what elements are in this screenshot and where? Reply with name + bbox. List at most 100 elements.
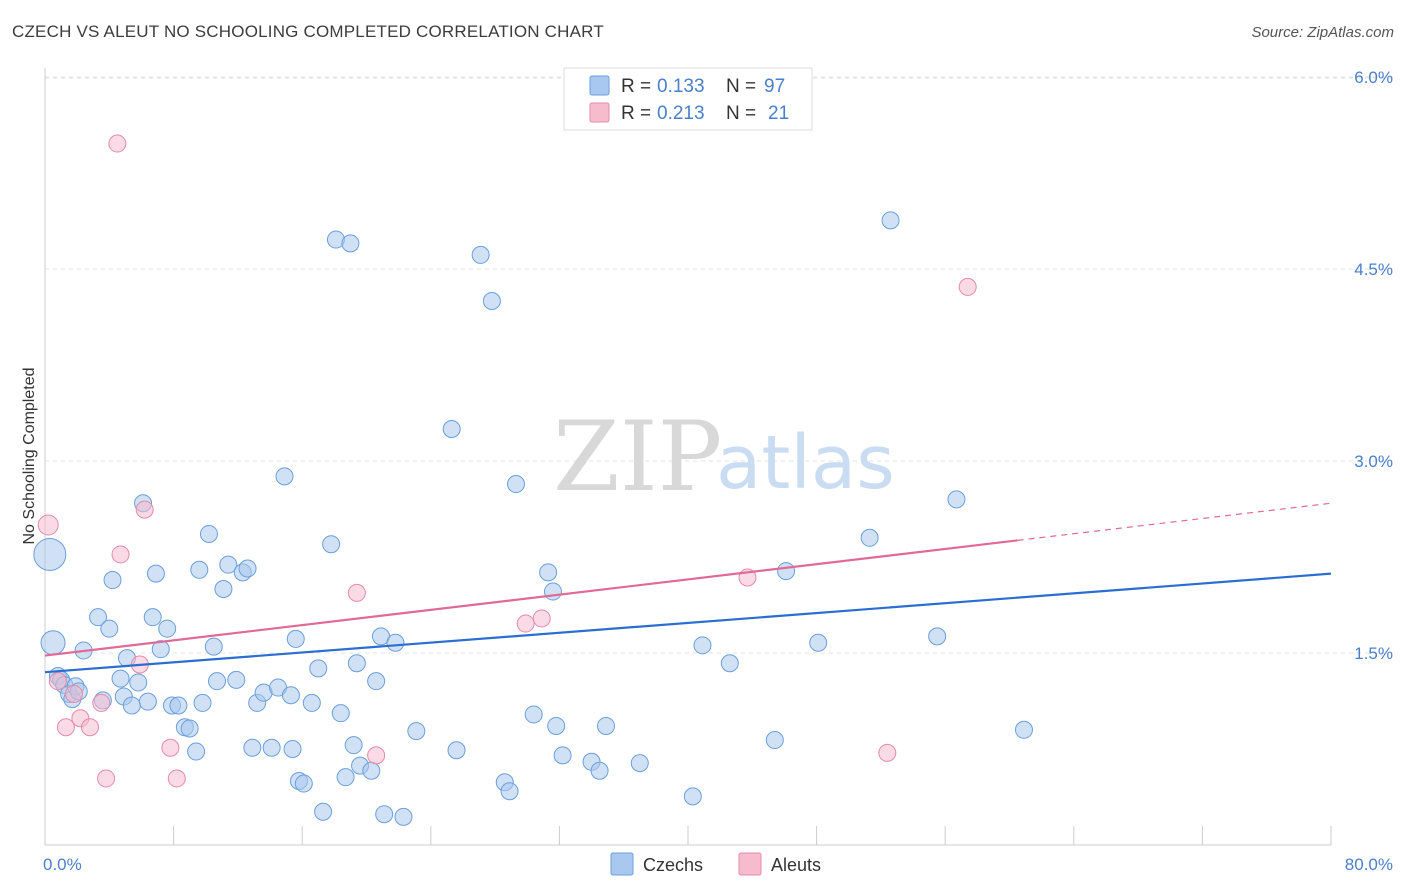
czech-point [151, 640, 170, 659]
czech-point [553, 746, 572, 765]
watermark-zip: ZIP [553, 401, 722, 513]
czech-point [214, 580, 233, 598]
czech-point [122, 696, 141, 715]
czech-point [630, 754, 649, 773]
aleut-point [135, 500, 154, 519]
czech-point [146, 564, 165, 583]
czech-point [809, 633, 828, 652]
aleut-point [516, 614, 535, 633]
czech-point [227, 670, 246, 689]
aleut-trend-line [44, 539, 1018, 657]
legend-aleut-swatch [589, 102, 610, 123]
czech-point [947, 490, 966, 509]
czech-point [309, 659, 328, 678]
czech-point [89, 608, 108, 627]
czech-point [341, 234, 360, 253]
aleut-point [367, 746, 386, 765]
czech-point [103, 571, 122, 590]
aleut-point [878, 743, 897, 762]
czech-point [100, 619, 119, 638]
czech-point [500, 782, 519, 801]
czech-point [482, 292, 501, 310]
czech-point [860, 528, 879, 547]
czech-point [322, 535, 341, 554]
legend-czech-r-value: 0.133 [657, 76, 705, 97]
czech-point [683, 787, 702, 806]
aleut-point [108, 134, 127, 153]
aleut-point [958, 277, 977, 296]
czech-point [765, 731, 784, 750]
czech-point [597, 716, 616, 735]
y-tick-label: 3.0% [1354, 452, 1393, 471]
aleut-point [37, 514, 59, 536]
czech-trend-line [44, 572, 1332, 674]
aleut-point [64, 684, 83, 703]
aleut-point [161, 738, 180, 757]
czech-point [204, 637, 223, 656]
czech-point [539, 563, 558, 582]
aleut-point [111, 545, 130, 564]
czech-point [33, 537, 67, 571]
czech-point [336, 768, 355, 787]
czech-point [180, 719, 199, 738]
x-axis-ticks [44, 826, 1332, 845]
aleut-trend-extension [1017, 502, 1332, 541]
trend-lines [44, 502, 1332, 674]
aleut-series-points [37, 101, 977, 788]
legend-box: R = 0.133 N = 97 R = 0.213 N = 21 [563, 67, 813, 131]
legend-czech-n-label: N = [726, 76, 756, 97]
czech-point [590, 761, 609, 780]
aleut-point [92, 693, 111, 712]
czech-point [262, 738, 281, 757]
legend-aleut-n-label: N = [726, 103, 756, 124]
czech-point [547, 716, 566, 735]
czech-point [294, 774, 313, 793]
y-axis-label: No Schooling Completed [21, 368, 38, 545]
czech-point [193, 693, 212, 712]
czech-point [219, 555, 238, 574]
czech-point [286, 629, 305, 648]
czech-point [190, 560, 209, 579]
czech-point [928, 627, 947, 646]
czech-series-points [33, 211, 1033, 826]
x-tick-label: 0.0% [43, 855, 82, 874]
czech-point [506, 475, 525, 494]
legend-aleut-r-value: 0.213 [657, 103, 705, 124]
czech-point [314, 802, 333, 821]
legend-aleut-n-value: 21 [768, 103, 789, 124]
y-tick-label: 6.0% [1354, 68, 1393, 87]
aleut-point [81, 718, 100, 737]
czech-point [143, 608, 162, 627]
y-tick-label: 4.5% [1354, 260, 1393, 279]
bottom-legend-czech-swatch [610, 852, 634, 876]
legend-czech-n-value: 97 [764, 76, 785, 97]
czech-point [243, 738, 262, 757]
chart-source: Source: ZipAtlas.com [1251, 24, 1394, 41]
czech-point [208, 672, 227, 691]
czech-point [238, 559, 257, 578]
czech-point [169, 696, 188, 715]
legend-czech-r-label: R = [621, 76, 651, 97]
czech-point [375, 805, 394, 824]
czech-point [524, 705, 543, 724]
bottom-legend-czech-label: Czechs [643, 855, 703, 875]
watermark-atlas: atlas [716, 420, 895, 506]
czech-point [283, 740, 302, 758]
czech-point [138, 692, 157, 711]
x-axis-tick-labels: 0.0% 80.0% [43, 855, 1393, 874]
legend-czech-swatch [589, 75, 610, 96]
czech-point [199, 524, 218, 543]
x-tick-label: 80.0% [1345, 855, 1393, 874]
czech-point [386, 633, 405, 652]
czech-point [881, 211, 900, 230]
czech-point [367, 672, 386, 691]
czech-point [111, 669, 130, 688]
bottom-legend-aleut-label: Aleuts [771, 855, 821, 875]
legend-aleut-r-label: R = [621, 103, 651, 124]
y-tick-label: 1.5% [1354, 644, 1393, 663]
czech-point [362, 761, 381, 780]
aleut-point [56, 718, 75, 737]
czech-point [447, 741, 466, 760]
czech-point [1014, 720, 1033, 739]
